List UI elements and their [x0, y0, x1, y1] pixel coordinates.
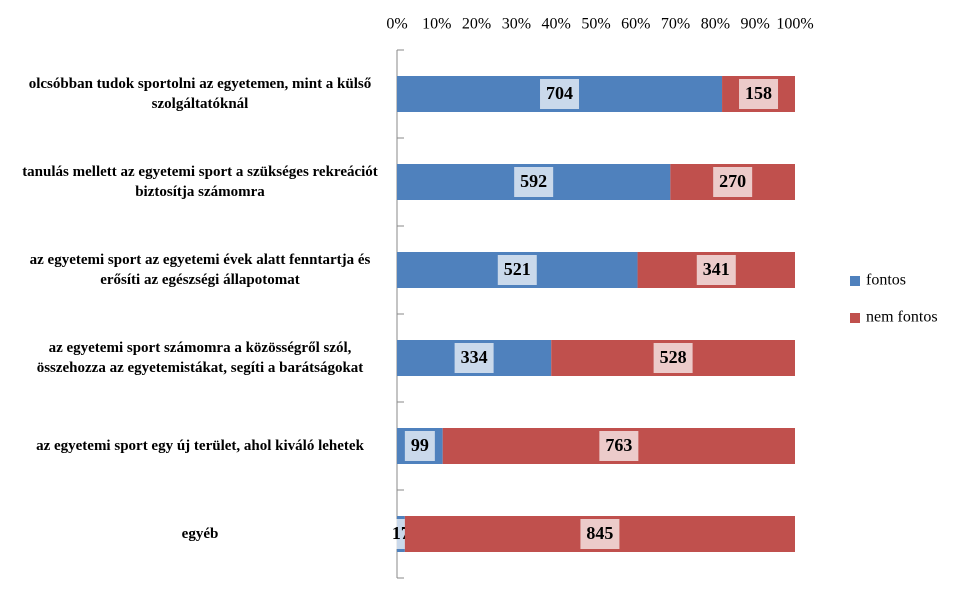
data-label-box: [599, 431, 639, 461]
legend-swatch: [850, 313, 860, 323]
data-label-box: [713, 167, 753, 197]
x-tick-label: 90%: [741, 16, 770, 33]
x-tick-label: 40%: [542, 16, 571, 33]
data-label-box: [540, 79, 580, 109]
x-tick-label: 60%: [621, 16, 650, 33]
data-label: 763: [605, 435, 632, 455]
data-label: 334: [461, 347, 488, 367]
data-label: 704: [546, 83, 573, 103]
category-label: az egyetemi sport egy új terület, ahol k…: [36, 438, 364, 454]
x-tick-label: 0%: [386, 16, 407, 33]
x-tick-label: 30%: [502, 16, 531, 33]
x-tick-label: 100%: [776, 16, 813, 33]
x-tick-label: 20%: [462, 16, 491, 33]
data-label-box: [454, 343, 494, 373]
data-label: 158: [745, 83, 772, 103]
x-tick-label: 80%: [701, 16, 730, 33]
data-label: 341: [703, 259, 730, 279]
legend-swatch: [850, 276, 860, 286]
category-label: az egyetemi sport számomra a közösségről…: [36, 340, 364, 376]
category-label: az egyetemi sport az egyetemi évek alatt…: [29, 252, 371, 288]
data-label-box: [514, 167, 554, 197]
category-label: olcsóbban tudok sportolni az egyetemen, …: [28, 76, 372, 112]
data-label-box: [739, 79, 779, 109]
category-label: tanulás mellett az egyetemi sport a szük…: [22, 164, 378, 200]
data-label-box: [404, 431, 435, 461]
data-label: 845: [586, 523, 613, 543]
x-tick-label: 50%: [581, 16, 610, 33]
data-label-box: [653, 343, 693, 373]
data-label: 99: [411, 435, 429, 455]
legend-label: nem fontos: [866, 309, 938, 326]
data-label-box: [696, 255, 736, 285]
data-label: 521: [504, 259, 531, 279]
data-label: 528: [660, 347, 687, 367]
data-label: 270: [719, 171, 746, 191]
x-tick-label: 70%: [661, 16, 690, 33]
category-label: egyéb: [181, 526, 219, 542]
data-label-box: [497, 255, 537, 285]
x-tick-label: 10%: [422, 16, 451, 33]
data-label-box: [580, 519, 620, 549]
legend-label: fontos: [866, 272, 906, 289]
data-label: 592: [520, 171, 547, 191]
